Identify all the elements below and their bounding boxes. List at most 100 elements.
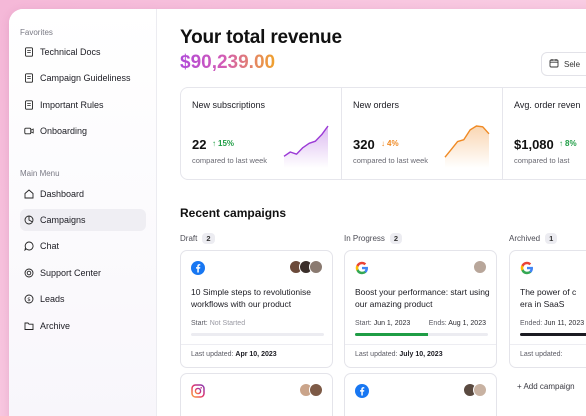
sidebar-item-support-center[interactable]: Support Center: [20, 262, 146, 284]
campaign-start: Start: Jun 1, 2023: [355, 320, 410, 327]
end-value: Aug 1, 2023: [448, 320, 486, 327]
sidebar-item-campaigns[interactable]: Campaigns: [20, 209, 146, 231]
column-header-draft: Draft 2: [180, 233, 215, 244]
sidebar-item-campaign-guideliness[interactable]: Campaign Guideliness: [20, 67, 146, 89]
document-icon: [24, 47, 34, 57]
campaign-title: 10 Simple steps to revolutionise workflo…: [191, 287, 312, 309]
calendar-icon: [549, 58, 559, 70]
campaign-title-line: The power of c: [520, 287, 577, 297]
campaign-card[interactable]: 10 Simple steps to revolutionise workflo…: [180, 250, 333, 368]
column-header-archived: Archived 1: [509, 233, 558, 244]
facebook-icon: [191, 261, 205, 275]
stat-delta-value: 8%: [565, 139, 577, 148]
folder-icon: [24, 321, 34, 331]
updated-label: Last updated:: [191, 351, 234, 358]
avatar: [309, 260, 323, 274]
avatar-group: [473, 260, 487, 274]
column-count: 2: [202, 233, 215, 244]
sidebar-item-label: Campaign Guideliness: [40, 73, 131, 83]
sidebar-item-important-rules[interactable]: Important Rules: [20, 94, 146, 116]
ended-value: Jun 11, 2023: [544, 320, 585, 327]
start-label: Start:: [355, 320, 372, 327]
column-count: 2: [389, 233, 403, 244]
arrow-up-icon: ↑: [212, 139, 216, 148]
stat-card-avg-order[interactable]: Avg. order reven $1,080 ↑ 8% compared to …: [503, 88, 586, 179]
sidebar-item-chat[interactable]: Chat: [20, 235, 146, 257]
main-menu-label: Main Menu: [20, 169, 60, 178]
date-select-label: Sele: [564, 59, 581, 69]
date-select-button[interactable]: Sele: [541, 52, 586, 76]
orders-sparkline: [444, 125, 490, 168]
sidebar-item-archive[interactable]: Archive: [20, 315, 146, 337]
campaign-end: Ends: Aug 1, 2023: [429, 320, 486, 327]
divider: [181, 344, 332, 345]
video-icon: [24, 126, 34, 136]
updated-value: July 10, 2023: [399, 351, 443, 358]
campaign-card[interactable]: Boost your performance: start using our …: [344, 250, 497, 368]
page-title: Your total revenue: [180, 27, 342, 48]
stat-card-orders[interactable]: New orders 320 ↓ 4% compared to last week: [342, 88, 503, 179]
last-updated: Last updated: Apr 10, 2023: [191, 351, 277, 358]
recent-campaigns-title: Recent campaigns: [180, 206, 287, 220]
avatar-group: [463, 383, 487, 397]
sidebar-item-technical-docs[interactable]: Technical Docs: [20, 41, 146, 63]
stat-label: New orders: [353, 100, 400, 110]
add-campaign-button[interactable]: + Add campaign: [517, 382, 575, 391]
progress-fill: [355, 333, 429, 336]
home-icon: [24, 189, 34, 199]
updated-label: Last updated:: [355, 351, 398, 358]
campaign-card[interactable]: The power of c era in SaaS Ended: Jun 11,…: [509, 250, 586, 368]
stat-card-subscriptions[interactable]: New subscriptions 22 ↑ 15% compared to la…: [181, 88, 342, 179]
column-count: 1: [545, 233, 558, 244]
sidebar-item-dashboard[interactable]: Dashboard: [20, 183, 146, 205]
avatar-group: [299, 383, 323, 397]
sparkline-area: [445, 126, 489, 168]
sidebar-item-label: Support Center: [40, 268, 102, 278]
facebook-icon: [355, 384, 369, 398]
stat-value: $1,080: [514, 137, 554, 152]
svg-text:$: $: [27, 297, 31, 303]
campaign-card[interactable]: [344, 373, 497, 416]
support-icon: [24, 268, 34, 278]
stat-comparison: compared to last week: [353, 156, 429, 165]
divider: [345, 344, 496, 345]
ended-label: Ended:: [520, 320, 543, 327]
sidebar-item-onboarding[interactable]: Onboarding: [20, 120, 146, 142]
stat-delta: ↑ 15%: [212, 139, 234, 148]
google-icon: [355, 261, 368, 275]
sidebar-item-label: Important Rules: [40, 100, 104, 110]
chat-icon: [24, 241, 34, 251]
stat-comparison: compared to last: [514, 156, 570, 165]
last-updated: Last updated:: [520, 351, 562, 358]
stat-delta-value: 4%: [387, 139, 399, 148]
column-label: In Progress: [344, 234, 385, 243]
avatar: [309, 383, 323, 397]
campaign-progress-bar: [191, 333, 324, 336]
start-value: Jun 1, 2023: [373, 320, 411, 327]
sidebar-item-label: Archive: [40, 321, 71, 331]
campaign-start: Start: Not Started: [191, 320, 245, 327]
updated-value: Apr 10, 2023: [235, 351, 277, 358]
campaign-card[interactable]: [180, 373, 333, 416]
start-value: Not Started: [209, 320, 246, 327]
stat-delta: ↓ 4%: [381, 139, 399, 148]
campaign-title: The power of c era in SaaS: [520, 286, 586, 310]
campaign-title: Boost your performance: start using our …: [355, 287, 490, 309]
sidebar-item-label: Onboarding: [40, 126, 88, 136]
total-revenue-value: $90,239.00: [180, 52, 276, 73]
avatar: [473, 260, 487, 274]
campaign-title-line: era in SaaS: [520, 299, 565, 309]
last-updated: Last updated: July 10, 2023: [355, 351, 443, 358]
end-label: Ends:: [428, 320, 447, 327]
campaigns-icon: [24, 215, 34, 225]
stat-delta: ↑ 8%: [559, 139, 577, 148]
stat-comparison: compared to last week: [192, 156, 268, 165]
google-icon: [520, 261, 533, 275]
sidebar-item-leads[interactable]: $ Leads: [20, 288, 146, 310]
stats-panel: New subscriptions 22 ↑ 15% compared to la…: [180, 87, 586, 180]
stat-label: Avg. order reven: [514, 100, 581, 110]
document-icon: [24, 100, 34, 110]
start-label: Start:: [191, 320, 208, 327]
campaign-progress-bar: [520, 333, 586, 336]
stat-value: 22: [192, 137, 207, 152]
